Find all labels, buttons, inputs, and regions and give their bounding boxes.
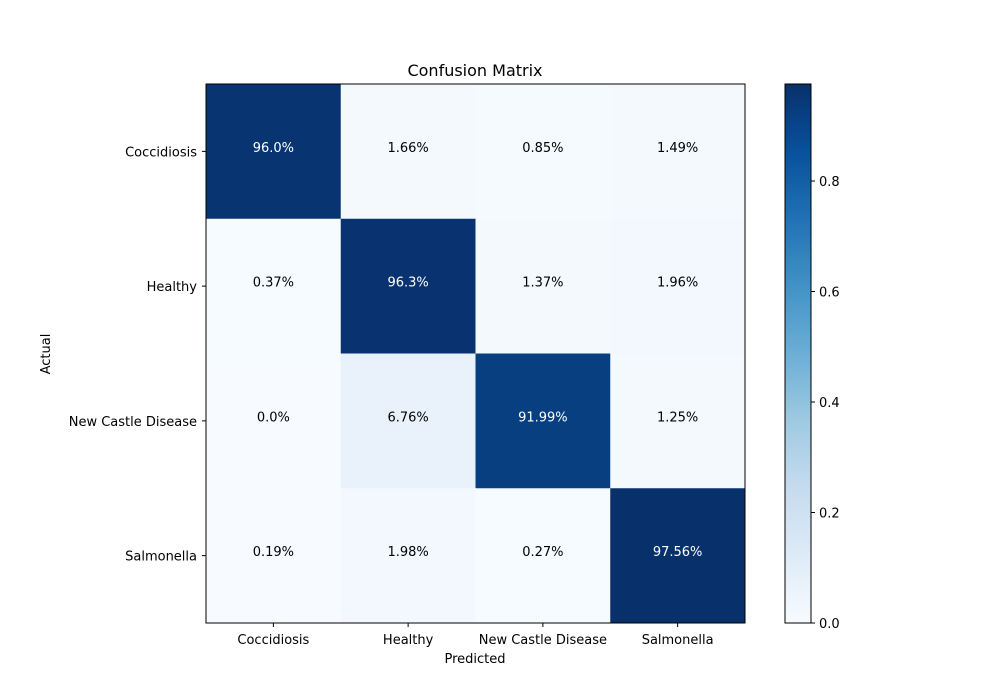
cell-value-label: 1.25% bbox=[657, 410, 698, 425]
heatmap-cell bbox=[610, 84, 746, 220]
y-tick-label: Salmonella bbox=[125, 550, 197, 565]
cell-value-label: 96.3% bbox=[387, 276, 428, 291]
x-axis-label: Predicted bbox=[444, 652, 505, 667]
cell-value-label: 0.37% bbox=[253, 276, 294, 291]
heatmap-plot: 96.0% 1.66% 0.85% 1.49% 0.37% 96.3% 1.37% 1.96%… bbox=[206, 84, 746, 624]
cell-value-label: 0.85% bbox=[522, 141, 563, 156]
heatmap-cell bbox=[475, 353, 611, 489]
heatmap-cell bbox=[475, 488, 611, 624]
heatmap-cell bbox=[340, 84, 476, 220]
heatmap-cell bbox=[206, 488, 342, 624]
colorbar-tick-label: 0.8 bbox=[819, 175, 840, 190]
colorbar-gradient bbox=[785, 84, 811, 623]
y-axis-ticks: Coccidiosis Healthy New Castle Disease Salm… bbox=[69, 145, 206, 565]
cell-value-label: 97.56% bbox=[653, 545, 703, 560]
x-axis-ticks: Coccidiosis Healthy New Castle Disease Salm… bbox=[237, 623, 714, 648]
heatmap-cell bbox=[340, 353, 476, 489]
chart-title: Confusion Matrix bbox=[407, 61, 542, 80]
heatmap-cell bbox=[475, 218, 611, 354]
y-tick-label: Coccidiosis bbox=[125, 145, 197, 160]
cell-value-label: 0.0% bbox=[257, 410, 290, 425]
plot-frame bbox=[205, 83, 746, 624]
cell-value-label: 1.37% bbox=[522, 276, 563, 291]
x-tick-label: Healthy bbox=[383, 633, 434, 648]
x-tick-label: Salmonella bbox=[642, 633, 714, 648]
colorbar-frame bbox=[784, 83, 812, 624]
heatmap-cell bbox=[340, 488, 476, 624]
x-tick-label: Coccidiosis bbox=[237, 633, 309, 648]
y-tick-label: New Castle Disease bbox=[69, 415, 197, 430]
y-tick-label: Healthy bbox=[147, 280, 198, 295]
heatmap-cell bbox=[475, 84, 611, 220]
heatmap-cell bbox=[206, 218, 342, 354]
cell-value-label: 1.98% bbox=[387, 545, 428, 560]
heatmap-cell bbox=[610, 353, 746, 489]
colorbar-tick-label: 0.4 bbox=[819, 396, 840, 411]
colorbar-tick-label: 0.6 bbox=[819, 286, 840, 301]
cell-value-label: 1.96% bbox=[657, 276, 698, 291]
cell-value-label: 91.99% bbox=[518, 410, 568, 425]
heatmap-cell bbox=[206, 84, 342, 220]
cell-value-label: 1.49% bbox=[657, 141, 698, 156]
cell-value-label: 0.19% bbox=[253, 545, 294, 560]
heatmap-cell bbox=[340, 218, 476, 354]
colorbar-tick-label: 0.0 bbox=[819, 617, 840, 632]
cell-value-label: 6.76% bbox=[387, 410, 428, 425]
heatmap-cell bbox=[610, 218, 746, 354]
colorbar-tick-label: 0.2 bbox=[819, 507, 840, 522]
x-tick-label: New Castle Disease bbox=[479, 633, 607, 648]
colorbar-ticks: 0.0 0.2 0.4 0.6 0.8 bbox=[811, 175, 840, 632]
cell-value-label: 96.0% bbox=[253, 141, 294, 156]
cell-value-label: 1.66% bbox=[387, 141, 428, 156]
cell-value-label: 0.27% bbox=[522, 545, 563, 560]
heatmap-cell bbox=[206, 353, 342, 489]
heatmap-cell bbox=[610, 488, 746, 624]
y-axis-label: Actual bbox=[39, 334, 54, 375]
